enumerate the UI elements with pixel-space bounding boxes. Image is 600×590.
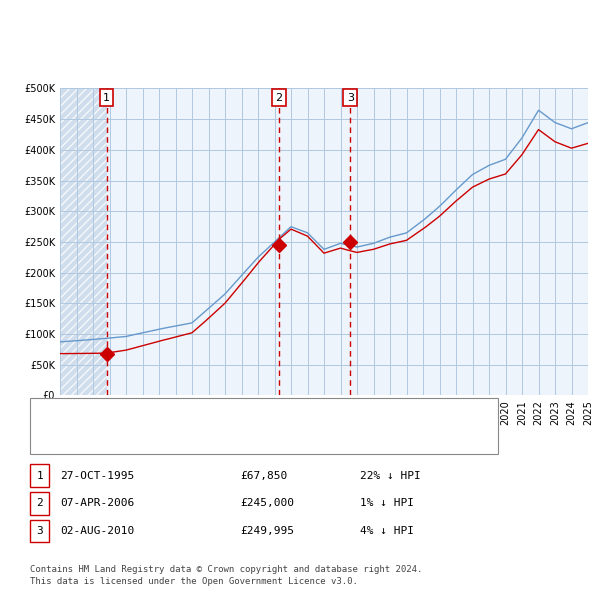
Text: ——: —— [48,430,66,445]
Text: £249,995: £249,995 [240,526,294,536]
Text: 27-OCT-1995: 27-OCT-1995 [60,471,134,481]
Text: 1: 1 [103,93,110,103]
Text: HPI: Average price, detached house, Leeds: HPI: Average price, detached house, Leed… [93,432,349,442]
Bar [60,88,107,395]
Text: 22% ↓ HPI: 22% ↓ HPI [360,471,421,481]
Text: 02-AUG-2010: 02-AUG-2010 [60,526,134,536]
Text: 3: 3 [347,93,354,103]
Text: 4% ↓ HPI: 4% ↓ HPI [360,526,414,536]
Text: £245,000: £245,000 [240,499,294,509]
Text: ——: —— [48,408,66,423]
Text: 97, PARKLAND DRIVE, LEEDS, LS6 4PP (detached house): 97, PARKLAND DRIVE, LEEDS, LS6 4PP (deta… [93,410,412,420]
Text: 07-APR-2006: 07-APR-2006 [60,499,134,509]
Text: £67,850: £67,850 [240,471,287,481]
Text: 2: 2 [275,93,283,103]
Text: 1% ↓ HPI: 1% ↓ HPI [360,499,414,509]
Text: Contains HM Land Registry data © Crown copyright and database right 2024.: Contains HM Land Registry data © Crown c… [30,565,422,574]
Text: This data is licensed under the Open Government Licence v3.0.: This data is licensed under the Open Gov… [30,576,358,586]
Text: 3: 3 [36,526,43,536]
Text: 2: 2 [36,499,43,509]
Text: 1: 1 [36,471,43,481]
